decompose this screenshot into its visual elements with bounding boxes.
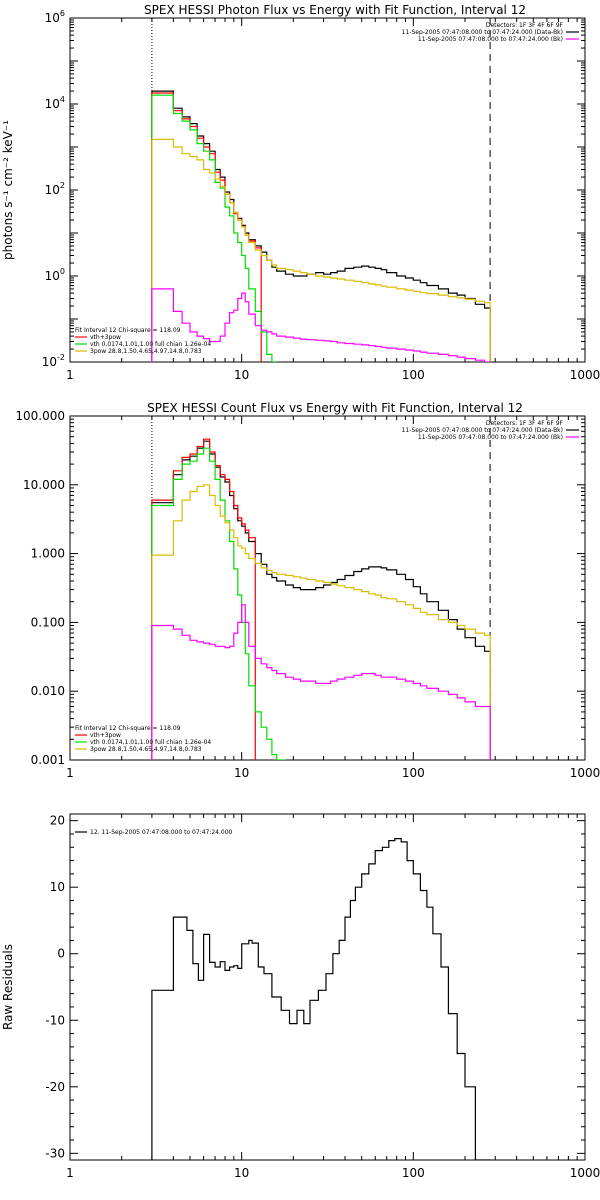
count-series-vth	[151, 447, 287, 760]
photon-y-tick-label: 10-2	[42, 353, 65, 369]
photon-plot-area: 1 10 100 1000 10-2 100 102 104 106 photons s⁻¹ cm…	[1, 9, 600, 382]
count-x-tick-label: 1	[66, 766, 74, 780]
count-legend-entry: vth+3pow	[90, 732, 121, 739]
resid-y-tick-label: 10	[50, 880, 65, 894]
count-axes-frame	[69, 415, 586, 761]
photon-header-line: Detectors: 1F 3F 4F 6F 9F	[486, 22, 564, 29]
resid-y-tick-label: -20	[45, 1080, 65, 1094]
count-header-line: 11-Sep-2005 07:47:08.000 to 07:47:24.000…	[418, 434, 563, 441]
count-y-tick-label: 100.000	[15, 409, 65, 423]
photon-x-tick-label: 1	[66, 368, 74, 382]
photon-y-axis-label: photons s⁻¹ cm⁻² keV⁻¹	[1, 120, 15, 260]
count-x-tick-label: 100	[402, 766, 425, 780]
count-y-tick-label: 10.000	[23, 478, 65, 492]
count-series-bk	[151, 604, 491, 760]
count-y-tick-label: 0.100	[31, 615, 65, 629]
photon-header-line: 11-Sep-2005 07:47:08.000 to 07:47:24.000…	[418, 36, 563, 43]
photon-flux-panel: SPEX HESSI Photon Flux vs Energy with Fi…	[1, 3, 600, 382]
count-header-line: 11-Sep-2005 07:47:08.000 to 07:47:24.000…	[402, 427, 563, 434]
photon-y-tick-label: 104	[45, 95, 65, 111]
resid-x-tick-label: 1	[66, 1166, 74, 1180]
count-y-tick-label: 1.000	[31, 547, 65, 561]
count-series-vth-3pow	[151, 438, 256, 760]
resid-x-tick-label: 10	[234, 1166, 249, 1180]
count-series-data-bk	[151, 440, 491, 760]
photon-series-bk	[151, 288, 491, 362]
count-legend-entry: Fit Interval 12 Chi-square = 118.09	[75, 725, 181, 732]
count-plot-area: 1 10 100 1000 0.001 0.010 0.100 1.000 10.000 100.…	[15, 409, 600, 780]
resid-y-tick-label: 20	[50, 814, 65, 828]
resid-y-tick-label: 0	[57, 947, 65, 961]
resid-series-12-11-sep-2005-07-47-08-000-to-07-47-24-000	[151, 838, 491, 1160]
photon-y-tick-label: 100	[45, 267, 65, 283]
photon-legend-entry: 3pow 28.8,1.50,4.65,4.97,14.8,0.783	[90, 348, 202, 355]
count-x-tick-label: 1000	[570, 766, 600, 780]
count-panel-title: SPEX HESSI Count Flux vs Energy with Fit…	[147, 401, 523, 415]
photon-legend-entry: Fit Interval 12 Chi-square = 118.09	[75, 327, 181, 334]
count-x-tick-label: 10	[234, 766, 249, 780]
photon-x-tick-label: 1000	[570, 368, 600, 382]
resid-legend-entry: 12. 11-Sep-2005 07:47:08.000 to 07:47:24…	[90, 829, 233, 836]
resid-x-tick-label: 100	[402, 1166, 425, 1180]
resid-x-tick-label: 1000	[570, 1166, 600, 1180]
photon-legend-entry: vth 0.0174,1.01,1.00 full chian 1.26e-04	[90, 341, 211, 348]
photon-panel-title: SPEX HESSI Photon Flux vs Energy with Fi…	[144, 3, 526, 17]
count-legend-entry: vth 0.0174,1.01,1.00 full chian 1.26e-04	[90, 739, 211, 746]
photon-y-tick-label: 106	[45, 9, 65, 25]
resid-axes-frame	[69, 813, 586, 1161]
photon-axes-frame	[69, 17, 586, 363]
photon-y-tick-label: 102	[45, 181, 65, 197]
photon-x-tick-label: 100	[402, 368, 425, 382]
photon-series-vth	[151, 94, 278, 362]
count-legend-entry: 3pow 28.8,1.50,4.65,4.97,14.8,0.783	[90, 746, 202, 753]
photon-series-3pow	[151, 138, 491, 362]
resid-y-axis-label: Raw Residuals	[1, 944, 15, 1030]
count-y-tick-label: 0.010	[31, 684, 65, 698]
photon-series-data-bk	[151, 90, 491, 362]
residuals-panel: 1 10 100 1000 -30 -20 -10 0 10 20 Raw Residuals 12.…	[1, 813, 600, 1180]
photon-x-tick-label: 10	[234, 368, 249, 382]
resid-y-tick-label: -10	[45, 1013, 65, 1027]
count-flux-panel: SPEX HESSI Count Flux vs Energy with Fit…	[15, 401, 600, 780]
resid-y-tick-label: -30	[45, 1146, 65, 1160]
count-y-tick-label: 0.001	[31, 753, 65, 767]
residuals-plot-area: 1 10 100 1000 -30 -20 -10 0 10 20 Raw Residuals 12.…	[1, 813, 600, 1180]
count-header-line: Detectors: 1F 3F 4F 6F 9F	[486, 420, 564, 427]
photon-header-line: 11-Sep-2005 07:47:08.000 to 07:47:24.000…	[402, 29, 563, 36]
photon-legend-entry: vth+3pow	[90, 334, 121, 341]
count-series-3pow	[151, 484, 491, 760]
